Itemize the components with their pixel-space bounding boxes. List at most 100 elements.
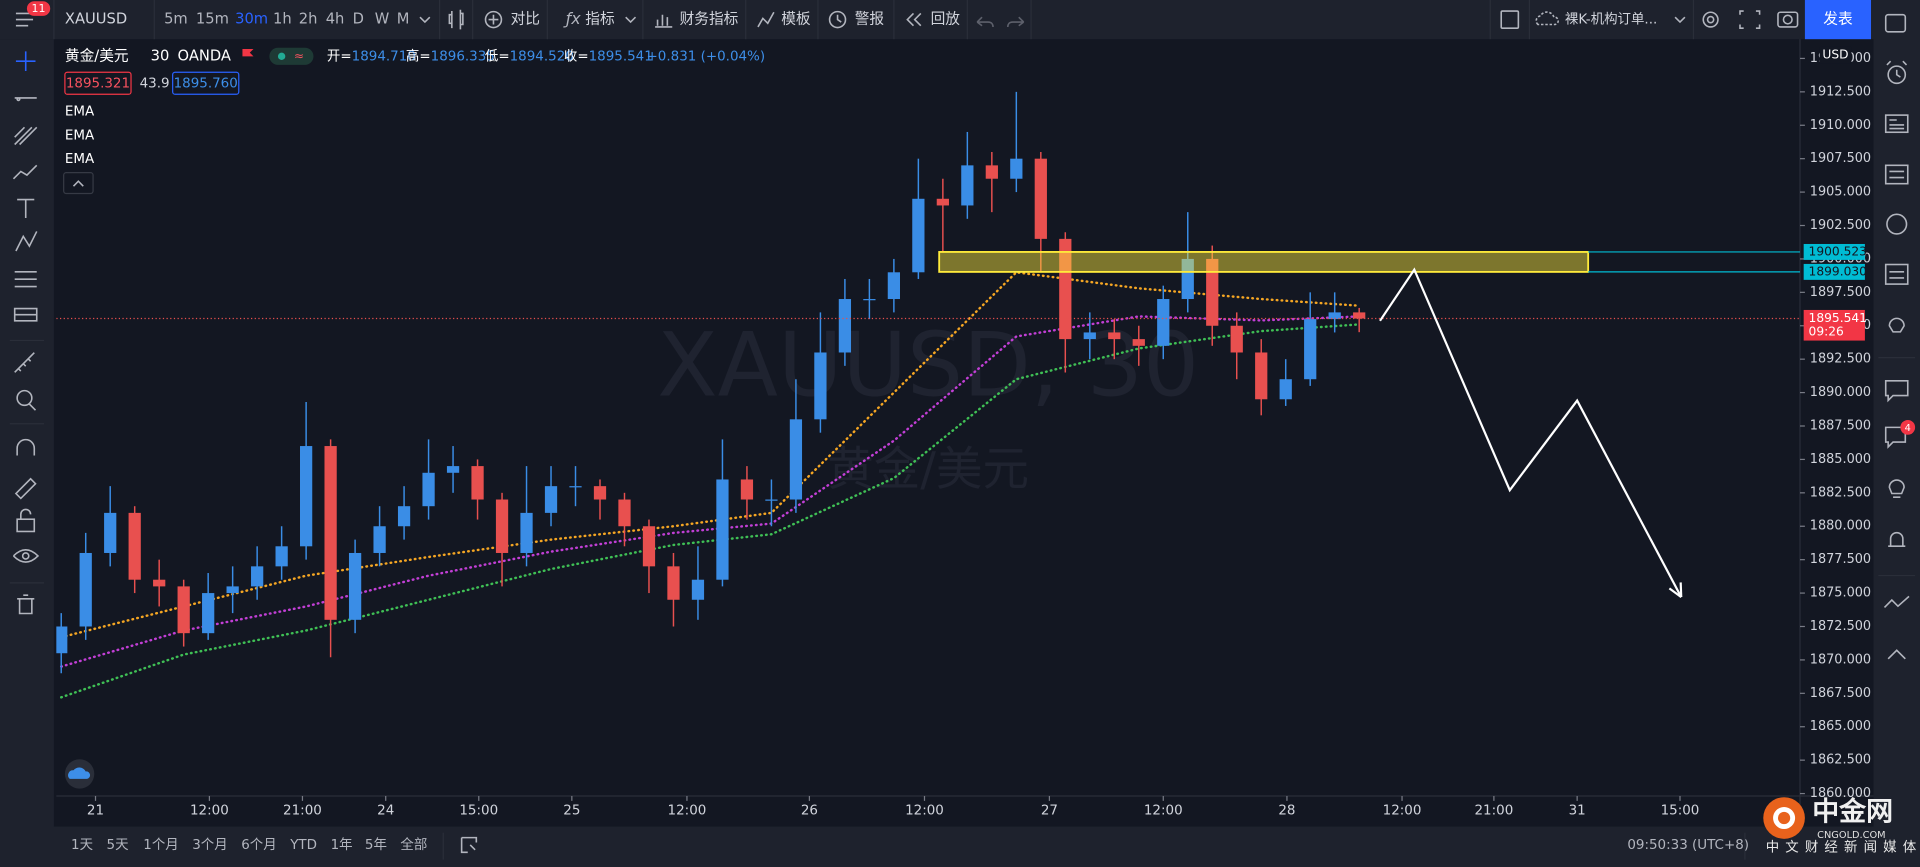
ask-box[interactable] — [172, 71, 240, 95]
chart-type-button[interactable] — [448, 9, 464, 30]
ideas-stream-button[interactable] — [1888, 479, 1905, 498]
fib-tool[interactable] — [14, 126, 38, 146]
axes: 1860.000 1862.500 1865.000 1867.500 1870.000… — [87, 46, 1871, 819]
lock-tool[interactable] — [16, 518, 36, 533]
calendar-button[interactable] — [1884, 263, 1909, 285]
range-button[interactable]: 全部 — [400, 836, 427, 853]
currency-label[interactable]: USD — [1822, 48, 1848, 62]
news-button[interactable] — [1884, 114, 1909, 134]
interval-button[interactable]: 1h — [273, 11, 292, 28]
toolbar-button[interactable]: 指标 — [585, 11, 615, 28]
ruler-tool[interactable] — [14, 352, 35, 373]
x-tick-label: 15:00 — [1661, 804, 1700, 819]
candle-body — [593, 486, 607, 500]
alerts-button[interactable] — [1887, 65, 1907, 85]
publish-label[interactable]: 发表 — [1823, 11, 1853, 28]
candle-body — [1328, 312, 1341, 320]
y-tick-label: 1875.000 — [1810, 586, 1871, 601]
icon-tool[interactable] — [13, 307, 38, 322]
line-tool[interactable] — [14, 97, 37, 102]
range-button[interactable]: 6个月 — [241, 837, 276, 853]
projection-tool[interactable] — [15, 231, 38, 252]
interval-dropdown[interactable] — [419, 16, 431, 24]
range-group: 1天 5天 1个月 3个月 6个月 YTD 1年 5年 全部 — [71, 836, 427, 853]
bid-box[interactable] — [64, 71, 132, 95]
candle-body — [691, 579, 705, 600]
indicator-dropdown[interactable] — [625, 16, 637, 24]
undo-button[interactable] — [976, 16, 994, 27]
ask[interactable]: 1895.760 — [174, 76, 238, 91]
toolbar-button[interactable]: 财务指标 — [680, 11, 739, 28]
source: OANDA — [178, 47, 231, 64]
hotlist-button[interactable] — [1886, 213, 1908, 235]
delete-tool[interactable] — [17, 594, 35, 615]
data-window-button[interactable] — [1884, 164, 1909, 185]
magnet-tool[interactable] — [16, 438, 36, 456]
hide-tool[interactable] — [12, 549, 40, 563]
crosshair-tool[interactable] — [15, 51, 36, 72]
settings-button[interactable] — [1702, 11, 1719, 28]
text-tool[interactable] — [17, 198, 35, 218]
interval-button[interactable]: D — [353, 11, 364, 28]
range-button[interactable]: 1年 — [331, 837, 353, 853]
stay-drawing-tool[interactable] — [14, 477, 37, 500]
fullscreen-button[interactable] — [1739, 10, 1761, 29]
range-button[interactable]: YTD — [289, 838, 317, 853]
interval-button[interactable]: 4h — [326, 11, 345, 28]
watchlist-button[interactable] — [1884, 13, 1907, 33]
range-button[interactable]: 5天 — [107, 838, 129, 853]
range-button[interactable]: 3个月 — [192, 837, 227, 853]
collapse-button[interactable] — [63, 172, 94, 195]
collapse-icon — [72, 180, 84, 187]
measure-tool[interactable] — [14, 271, 37, 288]
candle-body — [887, 272, 900, 300]
y-tick-label: 1890.000 — [1810, 385, 1871, 400]
layout-dropdown[interactable] — [1674, 16, 1686, 24]
x-tick-label: 12:00 — [1144, 804, 1183, 819]
trading-panel-button[interactable] — [1883, 595, 1910, 608]
toolbar-button[interactable]: 对比 — [511, 11, 540, 28]
price-badge — [1803, 243, 1865, 260]
menu-button[interactable]: 11 — [15, 1, 51, 27]
interval-button[interactable]: 2h — [299, 11, 318, 28]
interval-button[interactable]: 30m — [235, 11, 268, 28]
goto-date-button[interactable] — [460, 836, 478, 854]
interval-button[interactable]: M — [397, 11, 410, 28]
snapshot-button[interactable] — [1777, 11, 1799, 28]
snapshot-button — [1782, 14, 1793, 25]
interval-button[interactable]: W — [375, 11, 390, 28]
bid[interactable]: 1895.321 — [66, 76, 130, 91]
redo-button[interactable] — [1006, 16, 1025, 27]
x-tick-label: 12:00 — [190, 804, 229, 819]
interval-button[interactable]: 15m — [196, 11, 229, 28]
layout-button[interactable] — [1500, 10, 1520, 29]
ideas-button[interactable] — [1888, 317, 1905, 333]
candle-body — [740, 479, 754, 500]
candle-body — [569, 486, 582, 488]
y-tick-label: 1880.000 — [1810, 519, 1871, 534]
news-button — [1889, 119, 1905, 130]
chat-button[interactable] — [1884, 380, 1909, 403]
range-button[interactable]: 1个月 — [143, 837, 178, 853]
notifications-button[interactable] — [1888, 531, 1906, 547]
x-tick-label: 21:00 — [283, 804, 322, 819]
toolbar-button[interactable]: 模板 — [781, 10, 811, 28]
toolbar-button[interactable]: 警报 — [855, 11, 885, 28]
symbol[interactable]: XAUUSD — [65, 11, 127, 28]
toolbar-button[interactable]: 回放 — [931, 11, 961, 28]
right-toolbar — [1873, 0, 1920, 867]
range-button[interactable]: 1天 — [71, 838, 93, 853]
interval-button[interactable]: 5m — [164, 11, 188, 28]
badge-count: 11 — [32, 2, 46, 15]
scroll-button[interactable] — [1887, 649, 1906, 660]
financials-icon — [655, 14, 673, 28]
ohlc-label: 高= — [406, 47, 431, 64]
zoom-tool[interactable] — [16, 389, 33, 407]
layout-name[interactable]: 裸K-机构订单... — [1565, 12, 1657, 28]
range-button[interactable]: 5年 — [365, 837, 387, 853]
x-tick-label: 21:00 — [1474, 804, 1513, 819]
publish-button[interactable] — [1804, 0, 1872, 40]
x-tick-label: 26 — [801, 804, 818, 819]
pattern-tool[interactable] — [12, 164, 38, 180]
